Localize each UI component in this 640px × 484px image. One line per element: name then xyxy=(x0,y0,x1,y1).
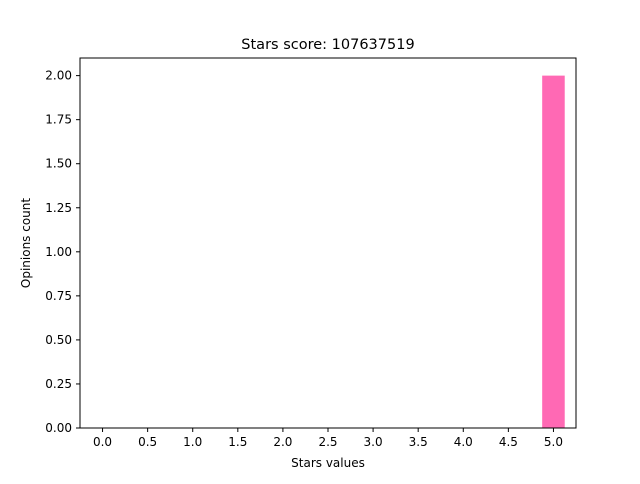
x-tick-label: 0.0 xyxy=(93,435,112,449)
chart-title: Stars score: 107637519 xyxy=(241,37,414,53)
y-tick-label: 1.50 xyxy=(45,157,72,171)
x-tick-label: 1.0 xyxy=(183,435,202,449)
x-tick-label: 2.0 xyxy=(273,435,292,449)
y-tick-label: 2.00 xyxy=(45,69,72,83)
x-tick-label: 0.5 xyxy=(138,435,157,449)
x-axis-label: Stars values xyxy=(291,456,365,470)
plot-frame xyxy=(79,57,577,429)
x-tick-label: 1.5 xyxy=(228,435,247,449)
y-tick-label: 1.25 xyxy=(45,201,72,215)
y-tick-label: 0.25 xyxy=(45,377,72,391)
x-tick-label: 2.5 xyxy=(318,435,337,449)
y-tick-label: 0.50 xyxy=(45,333,72,347)
y-tick-label: 0.00 xyxy=(45,421,72,435)
y-tick-label: 1.75 xyxy=(45,113,72,127)
bar-5 xyxy=(542,75,565,428)
y-tick-label: 0.75 xyxy=(45,289,72,303)
x-tick-label: 3.5 xyxy=(409,435,428,449)
y-tick-label: 1.00 xyxy=(45,245,72,259)
x-tick-label: 4.5 xyxy=(499,435,518,449)
x-tick-label: 4.0 xyxy=(454,435,473,449)
x-tick-label: 3.0 xyxy=(364,435,383,449)
y-axis-label: Opinions count xyxy=(19,198,33,289)
x-tick-label: 5.0 xyxy=(544,435,563,449)
